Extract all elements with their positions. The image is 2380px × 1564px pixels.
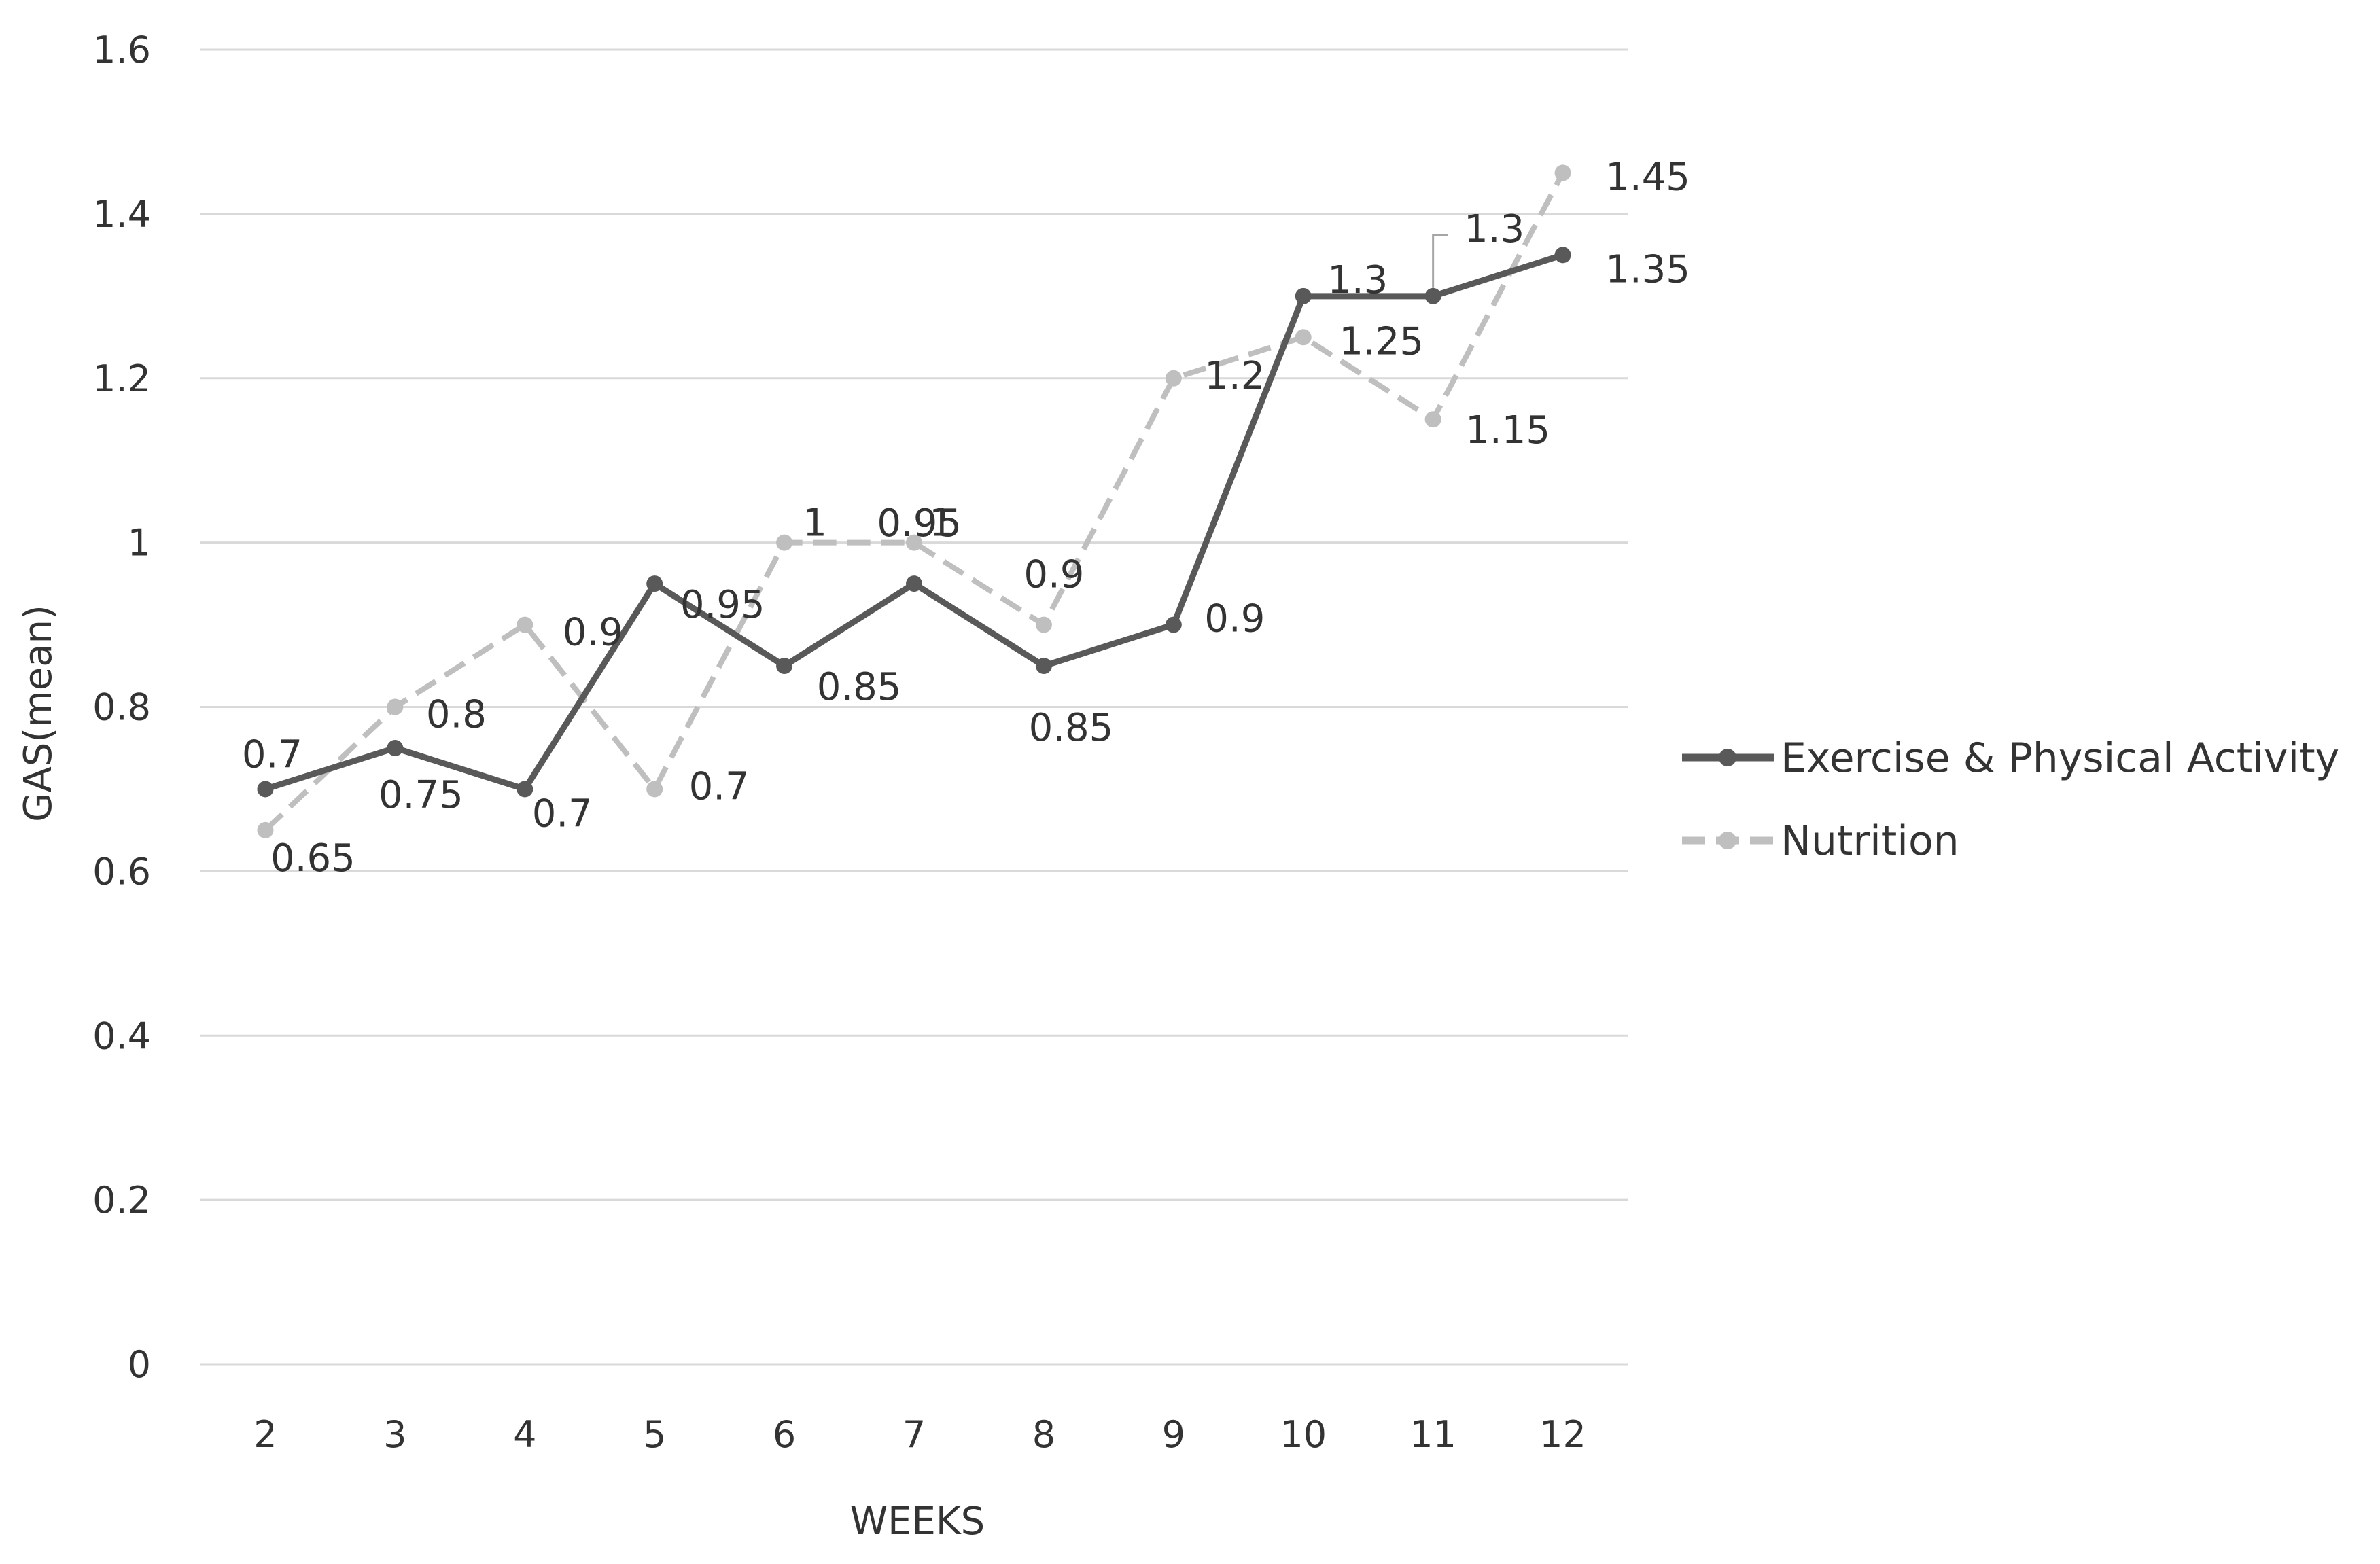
data-point — [257, 821, 274, 838]
data-point — [776, 658, 793, 675]
data-label: 0.65 — [270, 836, 355, 881]
data-label: 1.3 — [1327, 258, 1388, 302]
series-lines — [257, 164, 1571, 838]
data-label: 1.15 — [1465, 408, 1550, 452]
legend-label-nutrition: Nutrition — [1781, 817, 1959, 865]
y-tick-label: 1.2 — [92, 357, 151, 400]
data-label: 0.7 — [532, 792, 593, 836]
legend-item-exercise[interactable]: Exercise & Physical Activity — [1682, 734, 2339, 782]
data-labels: 0.7 0.75 0.7 0.95 0.85 0.95 0.85 0.9 1.3 1.3 1.35 0… — [242, 155, 1690, 881]
y-tick-label: 0.2 — [92, 1179, 151, 1222]
data-point — [387, 739, 404, 756]
data-point — [1424, 287, 1441, 304]
legend-marker-nutrition — [1719, 832, 1736, 849]
data-label: 1.3 — [1464, 207, 1524, 251]
data-label: 0.95 — [680, 583, 765, 627]
data-point — [646, 781, 663, 798]
data-label: 1.25 — [1339, 319, 1424, 363]
x-tick-label: 4 — [513, 1413, 536, 1456]
data-point — [906, 575, 922, 592]
data-label: 0.7 — [689, 764, 750, 808]
data-label: 1 — [803, 501, 827, 546]
y-axis-title: GAS(mean) — [16, 605, 60, 822]
data-point — [1554, 247, 1571, 264]
y-tick-label: 0.6 — [92, 850, 151, 893]
gridlines — [200, 48, 1628, 1366]
legend: Exercise & Physical Activity Nutrition — [1682, 734, 2339, 865]
y-tick-label: 1.6 — [92, 29, 151, 71]
data-label: 1.2 — [1204, 354, 1265, 398]
data-point — [776, 534, 793, 551]
y-tick-label: 0.8 — [92, 686, 151, 729]
label-leader-line — [1432, 234, 1448, 288]
x-tick-label: 6 — [773, 1413, 796, 1456]
y-axis-ticks: 0 0.2 0.4 0.6 0.8 1 1.2 1.4 1.6 — [92, 29, 151, 1386]
data-point — [517, 616, 533, 633]
legend-item-nutrition[interactable]: Nutrition — [1682, 817, 1959, 865]
data-label: 0.8 — [426, 693, 487, 737]
x-tick-label: 3 — [383, 1413, 406, 1456]
data-point — [1424, 411, 1441, 428]
data-point — [646, 575, 663, 592]
data-point — [257, 781, 274, 798]
x-axis-title: WEEKS — [850, 1499, 985, 1544]
data-point — [387, 698, 404, 715]
data-label: 1.35 — [1605, 247, 1690, 291]
x-tick-label: 11 — [1410, 1413, 1456, 1456]
legend-marker-exercise — [1719, 749, 1736, 766]
data-point — [1165, 370, 1182, 387]
data-point — [1035, 616, 1052, 633]
y-tick-label: 0.4 — [92, 1014, 151, 1057]
legend-label-exercise: Exercise & Physical Activity — [1781, 734, 2339, 782]
data-point — [1035, 658, 1052, 675]
x-tick-label: 5 — [643, 1413, 666, 1456]
x-tick-label: 7 — [903, 1413, 926, 1456]
data-point — [1295, 329, 1312, 346]
y-tick-label: 1 — [128, 522, 151, 565]
y-tick-label: 0 — [128, 1343, 151, 1386]
data-point — [1295, 287, 1312, 304]
data-label: 0.7 — [242, 732, 302, 777]
data-label: 0.85 — [817, 665, 902, 709]
data-label: 0.9 — [1204, 597, 1265, 641]
data-label: 0.75 — [379, 773, 463, 817]
x-tick-label: 2 — [253, 1413, 277, 1456]
data-label: 1.45 — [1605, 155, 1690, 199]
data-point — [517, 781, 533, 798]
x-tick-label: 10 — [1280, 1413, 1327, 1456]
x-tick-label: 12 — [1539, 1413, 1586, 1456]
data-point — [1554, 164, 1571, 181]
data-label: 0.95 — [877, 501, 962, 546]
data-label: 0.85 — [1029, 706, 1114, 750]
data-label: 1 — [929, 501, 953, 546]
x-axis-ticks: 2 3 4 5 6 7 8 9 10 11 12 — [253, 1413, 1586, 1456]
y-tick-label: 1.4 — [92, 193, 151, 236]
data-label: 0.9 — [1023, 553, 1084, 597]
data-point — [1165, 616, 1182, 633]
x-tick-label: 8 — [1032, 1413, 1055, 1456]
data-point — [906, 534, 922, 551]
series-line-1 — [263, 171, 1566, 832]
data-label: 0.9 — [563, 611, 623, 655]
x-tick-label: 9 — [1162, 1413, 1185, 1456]
